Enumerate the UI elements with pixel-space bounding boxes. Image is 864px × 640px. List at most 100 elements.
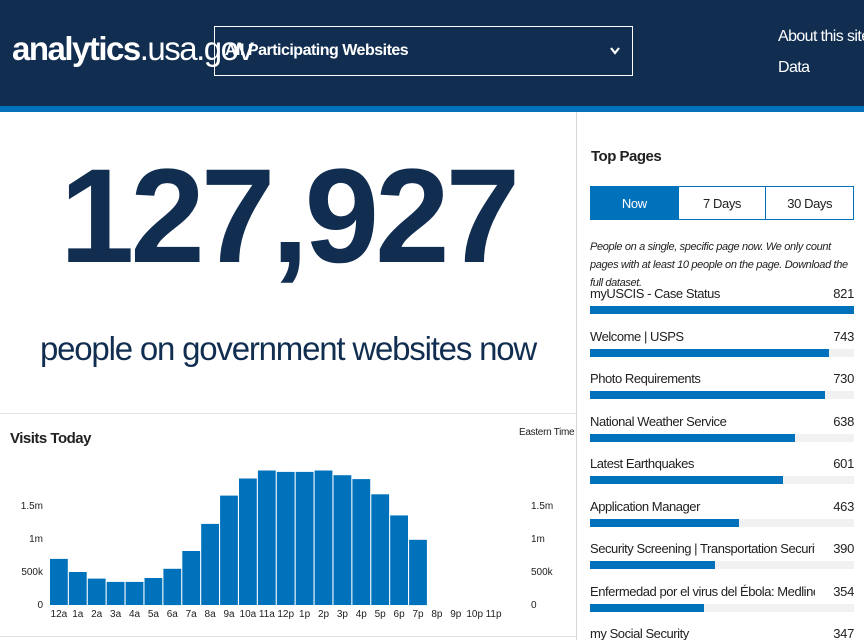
- nav-data-link[interactable]: Data: [778, 59, 810, 76]
- x-tick-label: 8p: [431, 609, 443, 620]
- x-tick-label: 12p: [277, 609, 294, 620]
- y-tick-label-left: 1m: [29, 534, 43, 545]
- top-page-bar: [590, 561, 716, 569]
- y-tick-label-right: 500k: [531, 567, 554, 578]
- top-page-bar: [590, 433, 796, 442]
- x-tick-label: 10a: [240, 609, 257, 620]
- top-page-item[interactable]: my Social Security 347: [590, 624, 854, 640]
- top-page-title[interactable]: National Weather Service: [590, 413, 727, 429]
- tab-30-days[interactable]: 30 Days: [765, 187, 853, 219]
- top-page-item[interactable]: Latest Earthquakes 601: [590, 454, 854, 494]
- x-tick-label: 5a: [148, 609, 160, 620]
- x-tick-label: 6p: [394, 609, 406, 620]
- top-page-title[interactable]: Application Manager: [590, 498, 700, 514]
- top-pages-description: People on a single, specific page now. W…: [590, 241, 848, 289]
- top-page-item[interactable]: Security Screening | Transportation Secu…: [590, 539, 854, 579]
- x-tick-label: 2p: [318, 609, 330, 620]
- x-tick-label: 10p: [466, 609, 483, 620]
- panel-divider: [576, 112, 577, 640]
- top-page-count: 730: [833, 371, 854, 386]
- visits-bar-6a: [163, 568, 182, 606]
- y-tick-label-left: 500k: [21, 567, 44, 578]
- website-select[interactable]: All Participating Websites: [214, 26, 633, 76]
- visits-bar-5p: [371, 494, 390, 605]
- visits-bar-12p: [276, 471, 295, 605]
- realtime-visitor-caption: people on government websites now: [39, 330, 537, 367]
- top-page-title[interactable]: Security Screening | Transportation Secu…: [590, 541, 815, 556]
- top-page-count: 821: [833, 286, 854, 301]
- site-logo[interactable]: analytics.usa.gov: [12, 30, 254, 68]
- x-tick-label: 3a: [110, 609, 122, 620]
- logo-bold-text: analytics: [12, 30, 141, 67]
- x-tick-label: 5p: [375, 609, 387, 620]
- y-tick-label-right: 1.5m: [531, 501, 553, 512]
- top-page-bar-track: [590, 476, 854, 484]
- x-tick-label: 4p: [356, 609, 368, 620]
- x-tick-label: 7p: [412, 609, 424, 620]
- x-tick-label: 3p: [337, 609, 349, 620]
- x-tick-label: 9p: [450, 609, 462, 620]
- tab-now[interactable]: Now: [591, 187, 678, 219]
- top-page-count: 347: [833, 626, 854, 640]
- y-tick-label-right: 1m: [531, 534, 545, 545]
- top-page-bar-track: [590, 348, 854, 357]
- top-page-title[interactable]: Latest Earthquakes: [590, 456, 694, 471]
- top-page-count: 354: [833, 583, 854, 599]
- x-tick-label: 8a: [205, 609, 217, 620]
- visits-bar-1a: [68, 572, 87, 605]
- top-page-bar: [590, 391, 825, 399]
- visits-bar-2a: [87, 578, 106, 605]
- visits-bar-7p: [409, 539, 427, 606]
- visits-today-chart: 12a 1a 2a 3a 4a 5a 6a 7a 8a 9a 10a 11a 12p 1p 2p 3p 4p 5p…: [21, 470, 554, 620]
- chevron-down-icon: [610, 47, 620, 55]
- x-tick-label: 11p: [486, 609, 502, 620]
- site-header: analytics.usa.gov All Participating Webs…: [0, 0, 864, 106]
- top-page-bar-track: [590, 391, 854, 399]
- top-page-title[interactable]: Enfermedad por el virus del Ébola: Medli…: [590, 583, 815, 599]
- website-select-value: All Participating Websites: [225, 42, 409, 59]
- timezone-label: Eastern Time: [519, 427, 575, 438]
- top-page-item[interactable]: Photo Requirements 730: [590, 369, 854, 409]
- visits-bar-8a: [201, 523, 219, 605]
- top-page-item[interactable]: myUSCIS - Case Status 821: [590, 284, 854, 324]
- top-page-bar-track: [590, 561, 854, 569]
- visits-bar-3p: [333, 475, 352, 605]
- visits-bar-11a: [257, 470, 276, 605]
- nav-about-link[interactable]: About this site: [778, 28, 864, 45]
- tab-7-days[interactable]: 7 Days: [677, 187, 766, 219]
- section-divider: [0, 413, 576, 414]
- x-tick-label: 11a: [259, 609, 275, 620]
- visits-bar-2p: [314, 470, 333, 605]
- visits-bar-6p: [390, 515, 408, 605]
- top-page-item[interactable]: Enfermedad por el virus del Ébola: Medli…: [590, 582, 854, 622]
- x-tick-label: 7a: [186, 609, 198, 620]
- y-tick-label-right: 0: [531, 600, 537, 611]
- top-page-bar: [590, 306, 854, 314]
- top-page-bar: [590, 603, 704, 612]
- x-tick-label: 2a: [91, 609, 103, 620]
- top-pages-title: Top Pages: [591, 148, 662, 165]
- x-tick-label: 6a: [167, 609, 179, 620]
- visits-bar-10a: [239, 478, 257, 605]
- top-page-title[interactable]: my Social Security: [590, 626, 689, 640]
- top-page-bar-track: [590, 518, 854, 527]
- visits-bar-12a: [50, 558, 68, 605]
- top-pages-tabs: Now 7 Days 30 Days: [590, 186, 854, 220]
- top-page-title[interactable]: Photo Requirements: [590, 371, 701, 386]
- top-page-title[interactable]: myUSCIS - Case Status: [590, 286, 720, 301]
- section-divider-bottom: [0, 636, 576, 637]
- visits-bar-9a: [220, 495, 238, 605]
- top-page-bar: [590, 476, 784, 484]
- top-page-bar-track: [590, 433, 854, 442]
- top-page-title[interactable]: Welcome | USPS: [590, 328, 684, 344]
- top-page-item[interactable]: Welcome | USPS 743: [590, 327, 854, 367]
- top-page-bar-track: [590, 603, 854, 612]
- top-page-count: 638: [833, 413, 854, 429]
- realtime-visitor-count: 127,927: [59, 142, 520, 291]
- visits-bar-3a: [106, 581, 125, 605]
- top-page-item[interactable]: National Weather Service 638: [590, 412, 854, 452]
- visits-bar-5a: [144, 578, 163, 605]
- y-tick-label-left: 1.5m: [21, 501, 43, 512]
- top-page-item[interactable]: Application Manager 463: [590, 497, 854, 537]
- visits-bar-1p: [295, 471, 314, 605]
